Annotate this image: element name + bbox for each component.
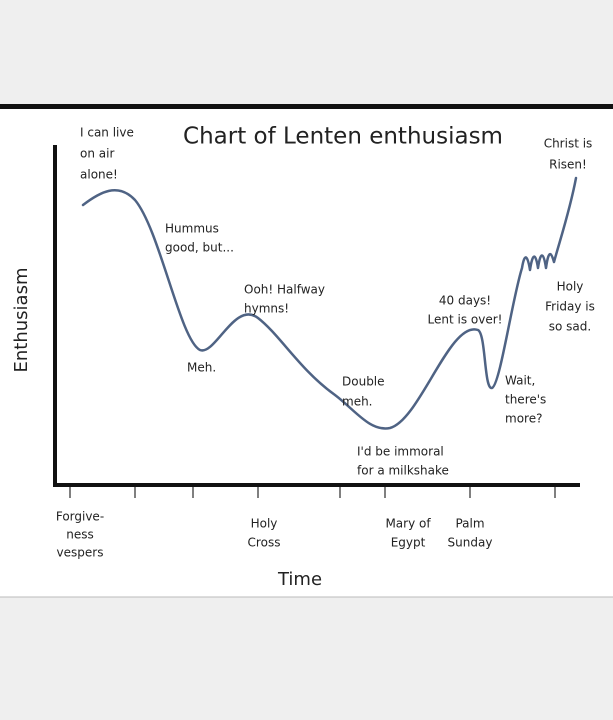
x-label: Forgive- bbox=[56, 510, 104, 524]
annotation: more? bbox=[505, 412, 542, 426]
annotation: Risen! bbox=[549, 158, 587, 172]
annotation: Friday is bbox=[545, 300, 595, 314]
y-axis-label: Enthusiasm bbox=[11, 268, 32, 373]
annotation: I'd be immoral bbox=[357, 445, 444, 459]
chart-title: Chart of Lenten enthusiasm bbox=[183, 124, 503, 150]
x-label: Holy bbox=[251, 517, 278, 531]
top-rule bbox=[0, 104, 613, 109]
annotation: on air bbox=[80, 147, 114, 161]
annotation: hymns! bbox=[244, 302, 289, 316]
annotation: there's bbox=[505, 393, 546, 407]
x-ticks bbox=[69, 487, 556, 498]
annotation: alone! bbox=[80, 168, 118, 182]
annotations: I can live on air alone! Hummus good, but...… bbox=[80, 126, 595, 478]
x-labels: Forgive-ness vespers Holy Cross Mary of Egypt… bbox=[56, 510, 493, 560]
annotation: I can live bbox=[80, 126, 134, 140]
x-label: ness bbox=[66, 528, 94, 542]
annotation: Hummus bbox=[165, 222, 219, 236]
x-label: Palm bbox=[455, 517, 484, 531]
x-label: Egypt bbox=[391, 536, 426, 550]
annotation: Holy bbox=[557, 280, 584, 294]
annotation: meh. bbox=[342, 395, 373, 409]
enthusiasm-curve bbox=[81, 176, 578, 430]
chart-area bbox=[0, 108, 613, 597]
x-label: Sunday bbox=[448, 536, 493, 550]
annotation: Meh. bbox=[187, 361, 216, 375]
annotation: Ooh! Halfway bbox=[244, 283, 325, 297]
annotation: Wait, bbox=[505, 374, 535, 388]
annotation: Christ is bbox=[544, 137, 593, 151]
annotation: for a milkshake bbox=[357, 464, 449, 478]
x-label: vespers bbox=[57, 546, 104, 560]
annotation: good, but... bbox=[165, 241, 234, 255]
x-label: Cross bbox=[248, 536, 281, 550]
x-axis-label: Time bbox=[277, 569, 322, 590]
annotation: 40 days! bbox=[439, 294, 491, 308]
annotation: so sad. bbox=[549, 320, 591, 334]
annotation: Double bbox=[342, 375, 385, 389]
x-label: Mary of bbox=[385, 517, 431, 531]
annotation: Lent is over! bbox=[428, 313, 503, 327]
